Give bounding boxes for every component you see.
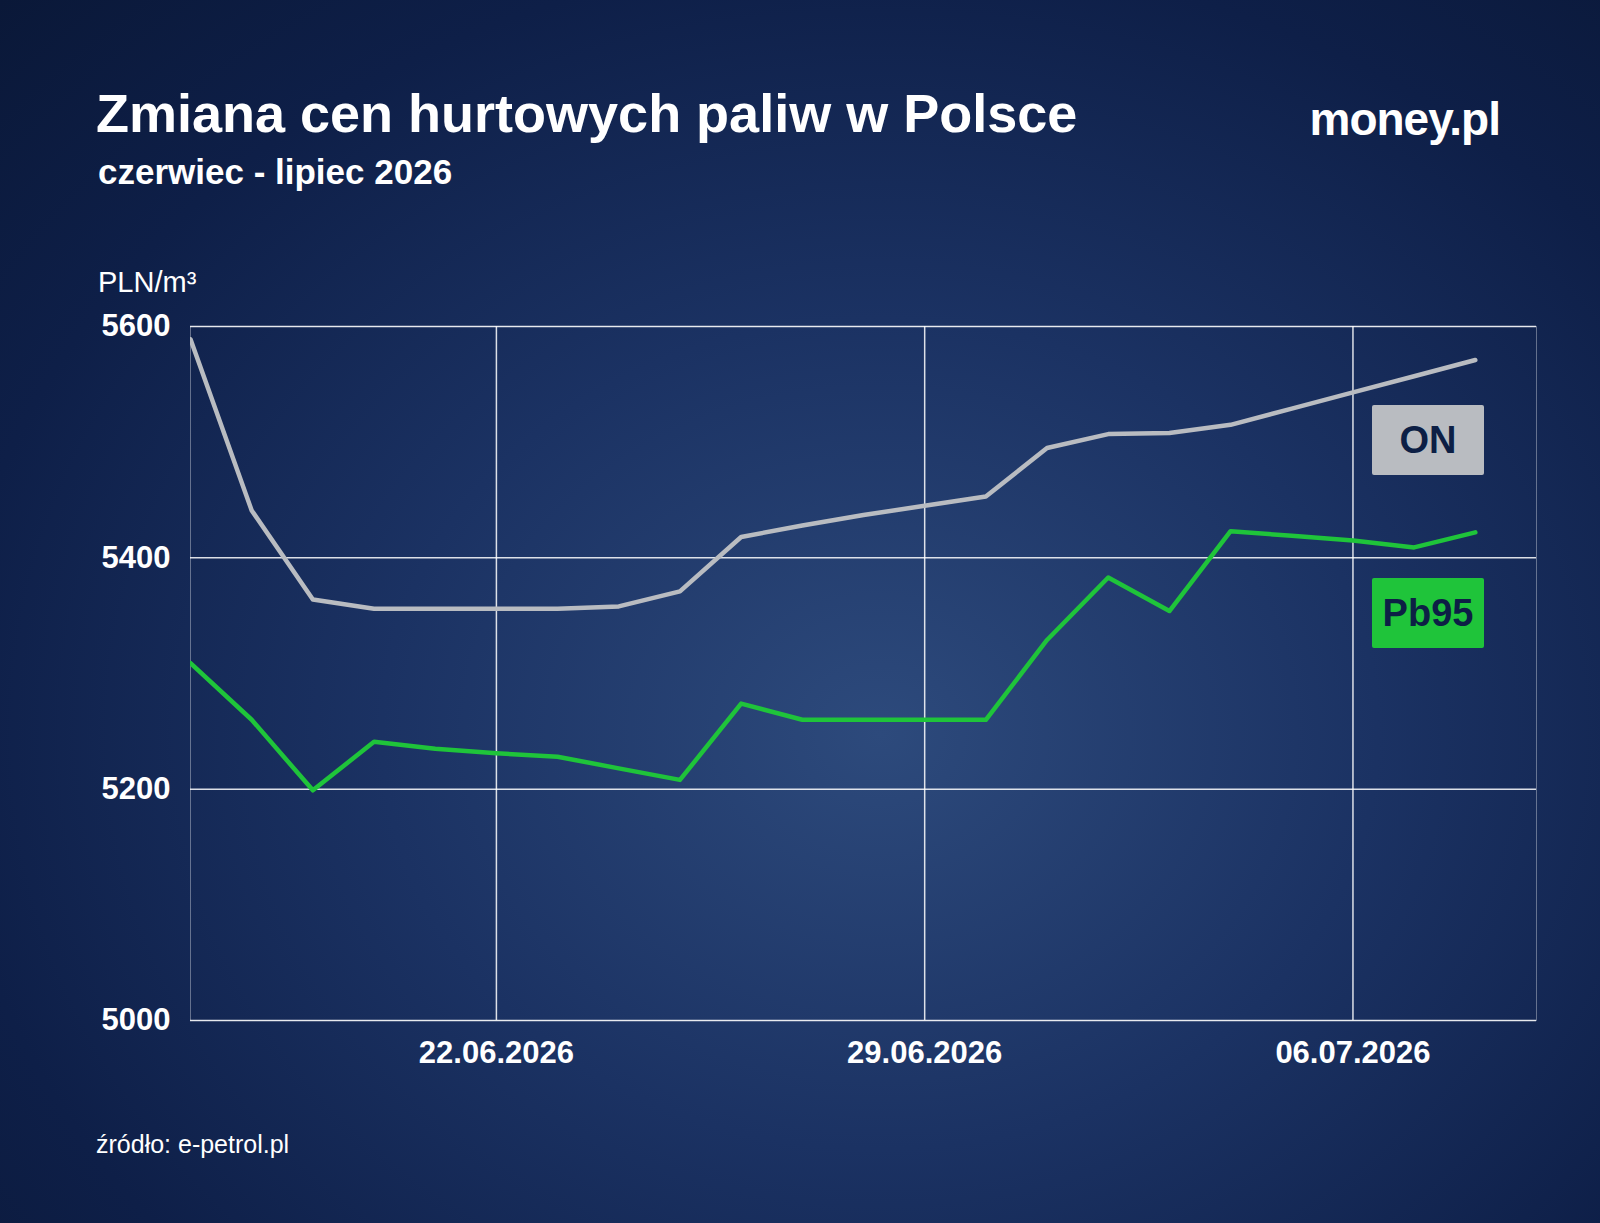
html-text:Zmiana cen hurtowych paliw w P: Zmiana cen hurtowych paliw w Polsce [96,83,1078,143]
svg-text:5000: 5000 [102,1002,171,1037]
svg-text:5200: 5200 [102,771,171,806]
html-text:PLN/m³: PLN/m³ [98,266,197,298]
html-text:źródło: e-petrol.pl: źródło: e-petrol.pl [96,1130,290,1158]
svg-text:5400: 5400 [102,540,171,575]
svg-text:29.06.2026: 29.06.2026 [847,1035,1002,1070]
html-text:ON: ON [1399,419,1457,461]
svg-text:5600: 5600 [102,308,171,343]
svg-text:22.06.2026: 22.06.2026 [419,1035,574,1070]
svg-text:06.07.2026: 06.07.2026 [1275,1035,1430,1070]
html-text:czerwiec - lipiec 2026: czerwiec - lipiec 2026 [98,152,453,191]
html-text:money.pl: money.pl [1309,93,1500,145]
html-text:Pb95: Pb95 [1382,592,1474,634]
